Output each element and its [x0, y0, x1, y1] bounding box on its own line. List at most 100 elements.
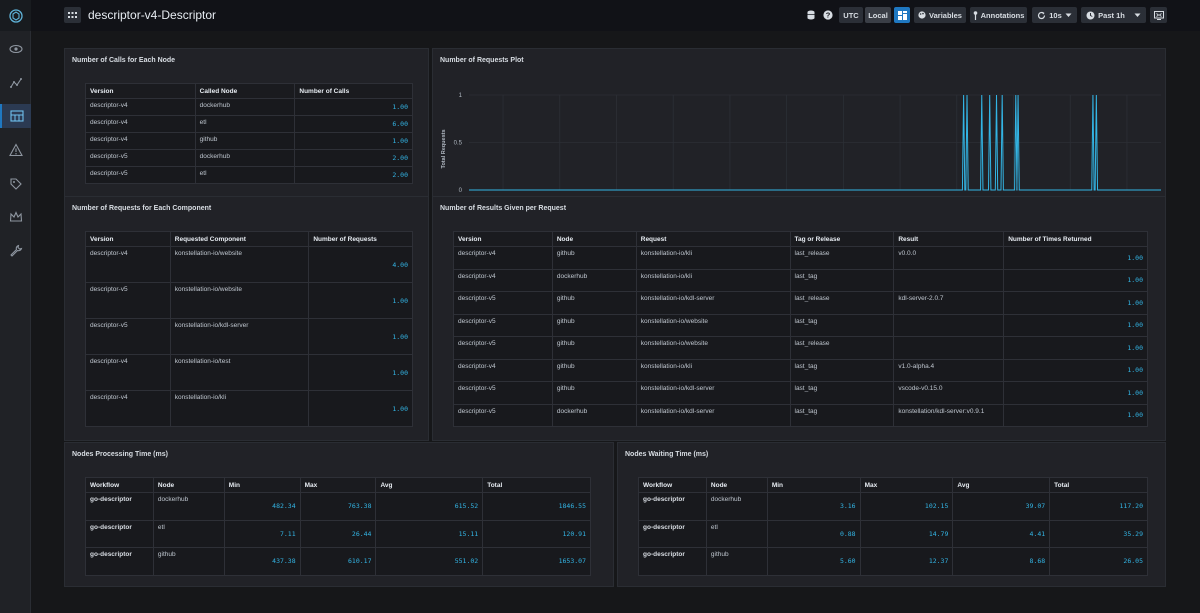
pin-icon — [973, 10, 977, 20]
column-header[interactable]: Requested Component — [169, 231, 310, 247]
table-cell: descriptor-v4 — [85, 98, 196, 116]
column-header[interactable]: Request — [635, 231, 791, 247]
panel-requests-plot: Number of Requests Plot Total Requests 1… — [432, 48, 1166, 208]
components-table: Version Requested Component Number of Requ… — [85, 231, 413, 427]
palette-icon — [918, 11, 926, 19]
panel-calls-per-node: Number of Calls for Each Node Version Cal… — [64, 48, 429, 208]
table-cell: go-descriptor — [85, 492, 154, 521]
table-cell: descriptor-v4 — [85, 246, 171, 283]
column-header[interactable]: Node — [705, 477, 768, 493]
column-header[interactable]: Avg — [375, 477, 484, 493]
graph-icon — [9, 78, 22, 88]
y-tick-label: 1 — [459, 93, 463, 99]
table-cell: github — [551, 381, 637, 405]
table-cell: 1.00 — [308, 390, 413, 427]
kiosk-mode-button[interactable] — [1150, 7, 1167, 23]
utc-toggle[interactable]: UTC — [839, 7, 863, 23]
table-cell: descriptor-v5 — [85, 282, 171, 319]
column-header[interactable]: Workflow — [638, 477, 707, 493]
processing-table: Workflow Node Min Max Avg Total go-descriptor… — [85, 477, 591, 576]
table-cell: last_release — [789, 336, 895, 360]
variables-button[interactable]: Variables — [914, 7, 966, 23]
dashboard-title[interactable]: descriptor-v4-Descriptor — [88, 8, 217, 22]
column-header[interactable]: Max — [859, 477, 954, 493]
table-cell: 1.00 — [1003, 381, 1148, 405]
table-cell: last_release — [789, 246, 895, 270]
table-cell: go-descriptor — [638, 492, 707, 521]
database-button[interactable] — [805, 7, 817, 23]
table-cell: 551.02 — [375, 547, 484, 576]
sidebar-item-admin[interactable] — [0, 205, 31, 229]
table-cell: 1.00 — [308, 282, 413, 319]
app-logo[interactable] — [0, 0, 31, 31]
sidebar-item-graph[interactable] — [0, 71, 31, 95]
table-cell: github — [551, 313, 637, 337]
annotations-button[interactable]: Annotations — [970, 7, 1027, 23]
sidebar-item-explore[interactable] — [0, 37, 31, 61]
table-cell: descriptor-v5 — [453, 381, 553, 405]
column-header[interactable]: Total — [482, 477, 591, 493]
table-row: go-descriptor github 5.60 12.37 8.68 26.05 — [638, 547, 1148, 576]
sidebar-item-alerts[interactable] — [0, 138, 31, 162]
table-cell: 615.52 — [375, 492, 484, 521]
table-cell: last_tag — [789, 268, 895, 292]
dashboard-menu-button[interactable] — [64, 7, 81, 23]
column-header[interactable]: Number of Calls — [294, 83, 413, 99]
help-button[interactable]: ? — [822, 7, 834, 23]
panel-title[interactable]: Nodes Processing Time (ms) — [72, 451, 168, 458]
table-cell: konstellation-io/website — [635, 313, 791, 337]
panel-title[interactable]: Number of Requests for Each Component — [72, 205, 212, 212]
table-cell: github — [152, 547, 225, 576]
column-header[interactable]: Number of Requests — [308, 231, 413, 247]
column-header[interactable]: Tag or Release — [789, 231, 895, 247]
table-cell: etl — [194, 166, 296, 184]
table-cell: descriptor-v4 — [85, 390, 171, 427]
table-cell — [893, 268, 1005, 292]
table-cell: 26.05 — [1049, 547, 1148, 576]
layout-button[interactable] — [894, 7, 910, 23]
column-header[interactable]: Version — [85, 83, 196, 99]
table-cell: descriptor-v5 — [85, 166, 196, 184]
table-cell: konstellation/kdl-server:v0.9.1 — [893, 403, 1005, 427]
column-header[interactable]: Result — [893, 231, 1005, 247]
table-cell: 1.00 — [294, 132, 413, 150]
sidebar-item-tags[interactable] — [0, 172, 31, 196]
table-cell: vscode-v0.15.0 — [893, 381, 1005, 405]
table-row: descriptor-v5 github konstellation-io/webs… — [453, 313, 1148, 337]
column-header[interactable]: Total — [1049, 477, 1148, 493]
panel-title[interactable]: Number of Requests Plot — [440, 57, 524, 64]
column-header[interactable]: Node — [152, 477, 225, 493]
table-cell: 1.00 — [1003, 313, 1148, 337]
time-range-picker[interactable]: Past 1h — [1081, 7, 1146, 23]
table-row: descriptor-v4 konstellation-io/kli 1.00 — [85, 390, 413, 427]
table-cell: kdl-server-2.0.7 — [893, 291, 1005, 315]
panel-title[interactable]: Number of Calls for Each Node — [72, 57, 176, 64]
table-cell: 610.17 — [299, 547, 377, 576]
column-header[interactable]: Avg — [952, 477, 1051, 493]
column-header[interactable]: Max — [299, 477, 377, 493]
column-header[interactable]: Version — [85, 231, 171, 247]
local-toggle[interactable]: Local — [865, 7, 891, 23]
refresh-button[interactable]: 10s — [1032, 7, 1077, 23]
table-cell: last_tag — [789, 381, 895, 405]
column-header[interactable]: Min — [766, 477, 861, 493]
requests-line-chart[interactable]: Total Requests 10:3010:3510:4010:4510:50… — [433, 49, 1167, 209]
table-row: go-descriptor dockerhub 482.34 763.38 615.52… — [85, 492, 591, 521]
column-header[interactable]: Min — [223, 477, 301, 493]
column-header[interactable]: Node — [551, 231, 637, 247]
column-header[interactable]: Version — [453, 231, 553, 247]
sidebar-item-settings[interactable] — [0, 239, 31, 263]
table-row: descriptor-v5 github konstellation-io/kdl-… — [453, 381, 1148, 405]
help-icon: ? — [823, 10, 833, 20]
crown-icon — [9, 211, 22, 222]
apps-icon — [68, 11, 77, 18]
column-header[interactable]: Called Node — [194, 83, 296, 99]
sidebar-item-dashboards[interactable] — [0, 104, 31, 128]
panel-title[interactable]: Nodes Waiting Time (ms) — [625, 451, 709, 458]
column-header[interactable]: Number of Times Returned — [1003, 231, 1148, 247]
column-header[interactable]: Workflow — [85, 477, 154, 493]
panel-title[interactable]: Number of Results Given per Request — [440, 205, 567, 212]
top-bar: descriptor-v4-Descriptor ? UTC Local Var… — [31, 0, 1200, 31]
y-axis-label: Total Requests — [441, 129, 447, 168]
table-cell: go-descriptor — [638, 547, 707, 576]
